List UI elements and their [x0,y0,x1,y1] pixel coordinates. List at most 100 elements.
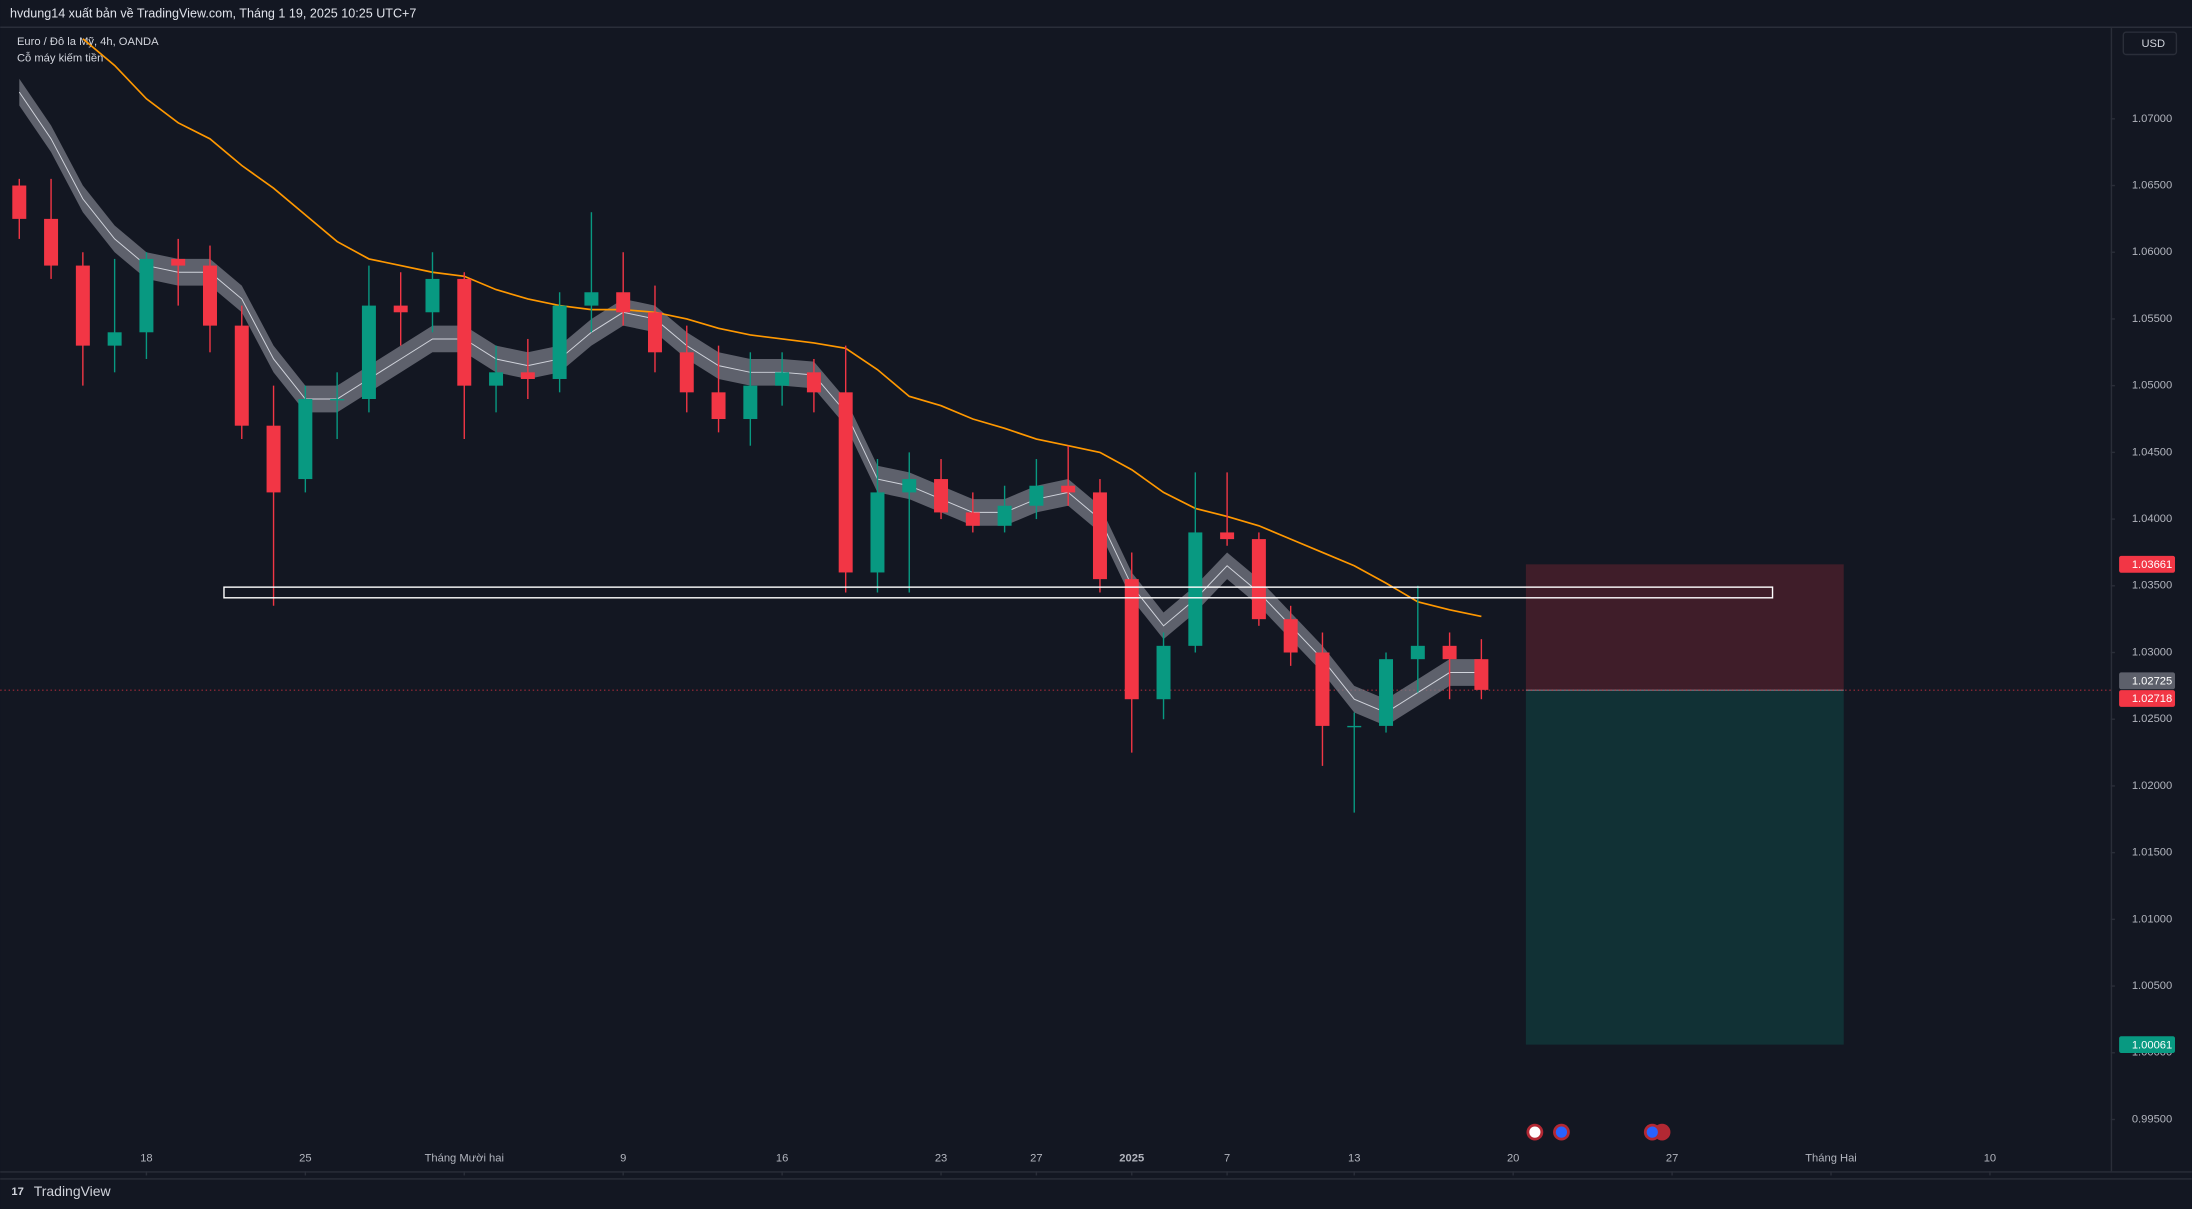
candle-body [171,258,186,266]
y-tick-label: 1.00500 [2132,980,2172,992]
y-tick-label: 1.02500 [2132,713,2172,725]
candle-body [266,425,281,493]
y-tick-label: 1.04000 [2132,513,2172,525]
y-tick-label: 1.04500 [2132,446,2172,458]
candle-body [1156,645,1171,700]
candle-body [44,218,59,266]
y-tick-label: 0.99500 [2132,1113,2172,1125]
candle-body [552,305,567,379]
y-tick-label: 1.05000 [2132,380,2172,392]
candle-body [870,492,885,573]
x-tick-label: 20 [1507,1153,1519,1165]
candle-body [1347,725,1362,728]
candle-body [75,265,90,346]
y-tick-label: 1.03000 [2132,646,2172,658]
candle-body [457,278,472,386]
candle-body [203,265,217,326]
candle-body [616,292,631,313]
x-tick-label: 2025 [1119,1153,1144,1165]
stop-price-label-box [2119,555,2176,573]
candle-body [806,372,821,393]
target-price-label-box [2119,1036,2176,1054]
candle-body [1315,652,1330,726]
candle-body [520,372,535,379]
envelope-band [19,78,1482,726]
moving-average-line [82,38,1482,618]
candle-body [679,352,694,393]
candle-body [1251,539,1266,620]
candle-body [1442,645,1457,660]
stop-price-label: 1.03661 [2132,559,2172,571]
candle-body [1061,485,1076,493]
candle-body [1474,659,1489,690]
candle-body [1029,485,1044,506]
candle-body [1283,619,1298,653]
symbol-title: Euro / Đô la Mỹ, 4h, OANDA [17,36,159,48]
candle-body [489,372,504,386]
event-icons [1526,1123,1671,1141]
event-icon-inner [1555,1126,1568,1138]
candle-body [902,479,917,493]
currency-label: USD [2141,38,2165,50]
candle-body [1220,532,1235,540]
entry-price-label: 1.02718 [2132,693,2172,705]
candle-body [425,278,440,313]
candle-body [997,505,1012,526]
candle-body [965,512,980,526]
x-tick-label: 25 [299,1153,311,1165]
candle-body [107,332,122,346]
y-tick-label: 1.05500 [2132,313,2172,325]
candle-body [711,392,726,420]
position-target-area [1525,690,1844,1045]
last-price-label-box [2119,672,2176,690]
footer-brand: TradingView [34,1183,112,1199]
x-tick-label: 7 [1224,1153,1230,1165]
candle-body [775,372,790,386]
x-tick-label: 27 [1030,1153,1042,1165]
candle-body [743,385,758,420]
x-tick-label: 9 [620,1153,626,1165]
y-tick-label: 1.06500 [2132,179,2172,191]
x-tick-label: Tháng Mười hai [425,1153,504,1165]
candle-body [647,312,662,353]
candle-body [330,399,345,401]
y-tick-label: 1.01000 [2132,913,2172,925]
y-tick-label: 1.02000 [2132,780,2172,792]
candle-body [1092,492,1107,580]
entry-price-label-box [2119,690,2176,707]
header-bar [0,0,2192,27]
footer-logo: 17 [11,1186,23,1198]
candle-body [1410,645,1425,660]
candle-body [1188,532,1203,646]
candle-body [139,258,154,333]
y-tick-label: 1.03500 [2132,580,2172,592]
y-tick-label: 1.01500 [2132,847,2172,859]
x-tick-label: 18 [140,1153,152,1165]
price-axis: 1.07000 1.06500 1.06000 1.05500 1.05000 1.045… [140,113,2172,1176]
candle-body [1124,579,1139,700]
target-price-label: 1.00061 [2132,1039,2172,1051]
x-tick-label: 10 [1984,1153,1996,1165]
candle-body [934,479,949,513]
candle-body [838,392,853,573]
y-tick-label: 1.07000 [2132,113,2172,125]
event-icon-inner [1529,1126,1541,1138]
plot-area [0,38,2111,1045]
header-text: hvdung14 xuất bản về TradingView.com, Th… [10,6,416,20]
candle-body [234,325,249,426]
candle-body [393,305,408,313]
indicator-name: Cỗ máy kiếm tiền [17,52,103,65]
x-tick-label: 16 [776,1153,788,1165]
event-icon-inner [1646,1126,1658,1138]
candle-body [12,185,27,219]
y-tick-label: 1.06000 [2132,246,2172,258]
candle-body [298,399,313,480]
candle-body [361,305,376,400]
candle-body [584,292,599,306]
last-price-label: 1.02725 [2132,675,2172,687]
position-stop-area [1525,564,1844,691]
currency-button[interactable] [2122,31,2178,56]
